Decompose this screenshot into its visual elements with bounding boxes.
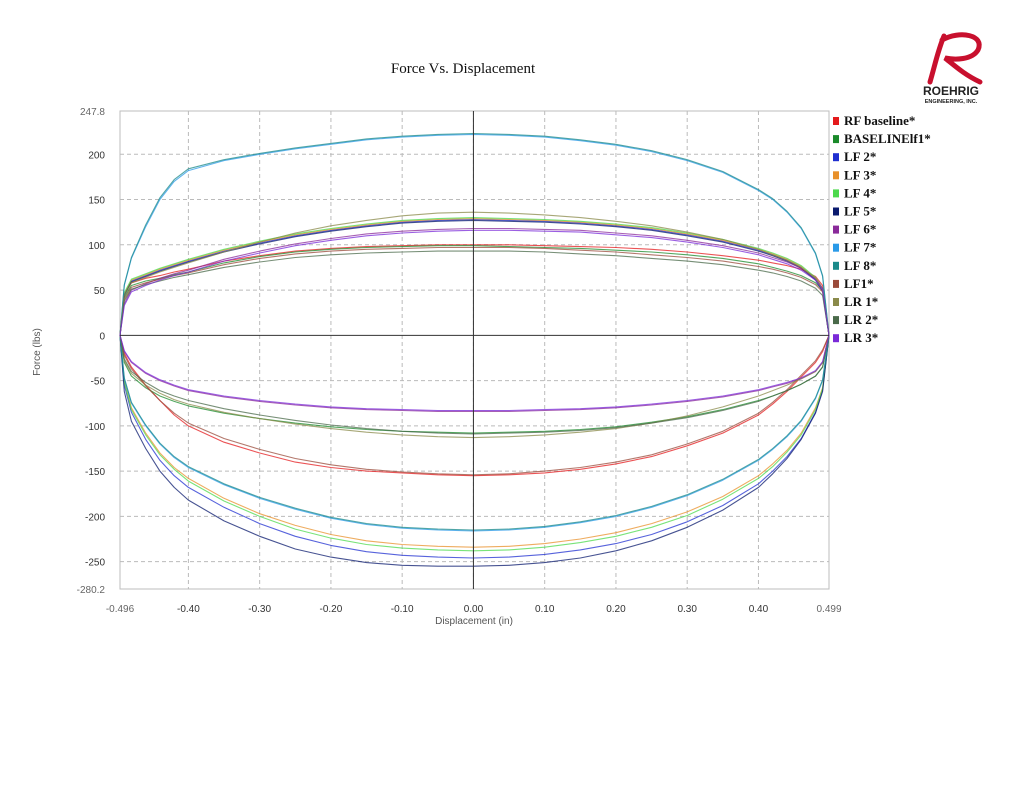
legend-item: LF 6* bbox=[844, 222, 876, 237]
x-tick-label: -0.30 bbox=[248, 604, 271, 615]
legend-swatch bbox=[833, 171, 839, 180]
x-tick-label: 0.499 bbox=[816, 604, 841, 615]
y-axis-label: Force (lbs) bbox=[32, 328, 43, 376]
x-tick-label: 0.00 bbox=[464, 604, 484, 615]
legend-swatch bbox=[833, 117, 839, 125]
legend-item: LR 2* bbox=[844, 312, 878, 327]
legend-item: LF 5* bbox=[844, 204, 876, 219]
legend-swatch bbox=[833, 225, 839, 234]
y-tick-label: 200 bbox=[88, 150, 105, 161]
legend-swatch bbox=[833, 189, 839, 198]
legend-item: LF 4* bbox=[844, 185, 876, 200]
legend-swatch bbox=[833, 334, 839, 343]
legend-item: LF 2* bbox=[844, 149, 876, 164]
logo-subtitle: ENGINEERING, INC. bbox=[925, 99, 978, 105]
legend-swatch bbox=[833, 153, 839, 162]
y-tick-label: 50 bbox=[94, 286, 106, 297]
x-tick-label: -0.496 bbox=[106, 604, 135, 615]
legend: RF baseline* BASELINElf1* LF 2* LF 3* LF 4* L… bbox=[833, 113, 931, 345]
y-tick-label: 0 bbox=[99, 331, 105, 342]
logo-brand: ROEHRIG bbox=[923, 84, 979, 98]
x-tick-label: 0.40 bbox=[749, 604, 769, 615]
x-tick-label: 0.10 bbox=[535, 604, 555, 615]
plot-frame bbox=[119, 110, 830, 590]
y-tick-label: -100 bbox=[85, 422, 105, 433]
axes bbox=[120, 111, 829, 589]
y-tick-label: 247.8 bbox=[80, 107, 105, 118]
x-tick-label: 0.30 bbox=[677, 604, 697, 615]
logo: ROEHRIG ENGINEERING, INC. bbox=[923, 32, 983, 105]
tick-labels: -0.496 -0.40 -0.30 -0.20 -0.10 0.00 0.10 0.20 0.… bbox=[77, 107, 842, 615]
x-tick-label: -0.20 bbox=[320, 604, 343, 615]
legend-swatch bbox=[833, 243, 839, 252]
y-tick-label: -280.2 bbox=[77, 585, 106, 596]
legend-item: LF 8* bbox=[844, 258, 876, 273]
legend-item: LF1* bbox=[844, 276, 874, 291]
legend-swatch bbox=[833, 279, 839, 288]
y-tick-label: -150 bbox=[85, 467, 105, 478]
x-axis-label: Displacement (in) bbox=[435, 616, 513, 627]
legend-item: LF 3* bbox=[844, 167, 876, 182]
legend-item: RF baseline* bbox=[844, 113, 915, 128]
legend-item: LR 3* bbox=[844, 330, 878, 345]
legend-item: LF 7* bbox=[844, 240, 876, 255]
y-tick-label: -50 bbox=[91, 377, 106, 388]
y-tick-label: -250 bbox=[85, 558, 105, 569]
legend-swatch bbox=[833, 135, 839, 144]
legend-swatch bbox=[833, 316, 839, 325]
legend-swatch bbox=[833, 261, 839, 270]
logo-mark bbox=[927, 32, 983, 85]
y-tick-label: 150 bbox=[88, 196, 105, 207]
x-tick-label: -0.10 bbox=[391, 604, 414, 615]
legend-swatch bbox=[833, 207, 839, 216]
x-tick-label: -0.40 bbox=[177, 604, 200, 615]
legend-swatch bbox=[833, 298, 839, 306]
chart-title: Force Vs. Displacement bbox=[391, 61, 536, 77]
legend-item: LR 1* bbox=[844, 294, 878, 309]
legend-item: BASELINElf1* bbox=[844, 131, 931, 146]
x-tick-label: 0.20 bbox=[606, 604, 626, 615]
y-tick-label: 100 bbox=[88, 241, 105, 252]
y-tick-label: -200 bbox=[85, 512, 105, 523]
